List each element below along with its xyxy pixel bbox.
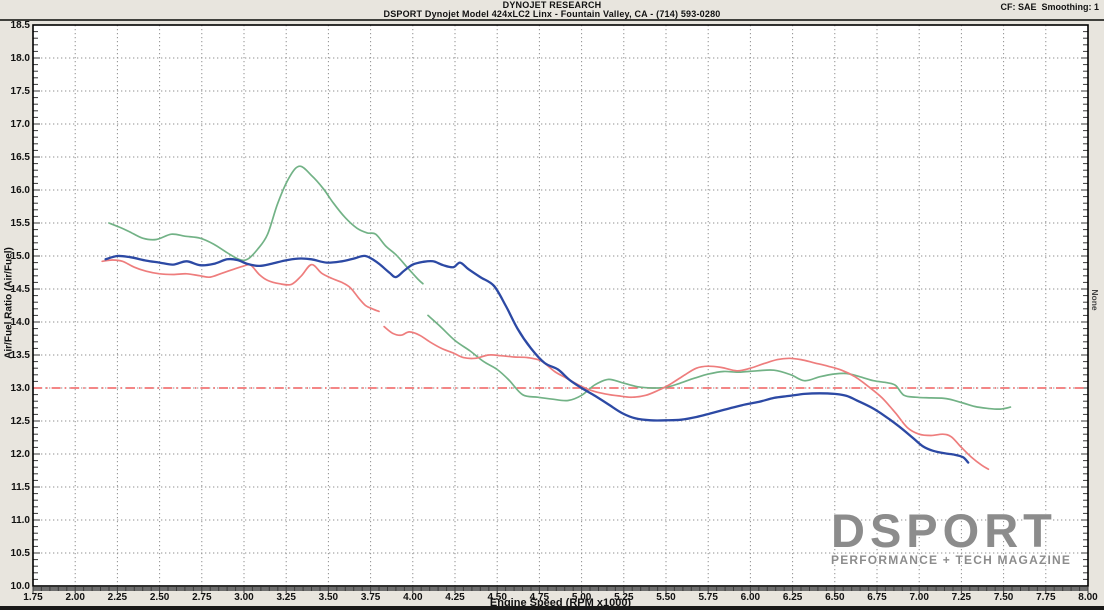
green-afr-run [108,165,424,285]
svg-text:14.5: 14.5 [11,284,31,295]
svg-text:15.5: 15.5 [11,218,31,229]
blue-afr-run [104,254,970,464]
tick-labels: 1.75 2.00 2.25 2.50 2.75 3.00 3.25 3.50 3.75 4.00… [11,20,1099,603]
svg-text:5.25: 5.25 [614,592,634,603]
svg-text:7.25: 7.25 [952,592,972,603]
red-afr-run [383,325,990,471]
svg-text:7.00: 7.00 [909,592,929,603]
svg-text:16.5: 16.5 [11,152,31,163]
svg-text:2.25: 2.25 [108,592,128,603]
bottom-window-edge [0,606,1104,610]
svg-text:5.50: 5.50 [656,592,676,603]
svg-text:4.75: 4.75 [530,592,550,603]
svg-text:17.0: 17.0 [11,119,31,130]
svg-text:3.50: 3.50 [319,592,339,603]
red-afr-run [101,259,380,313]
header-divider [0,19,1104,21]
svg-text:2.75: 2.75 [192,592,212,603]
correction-smoothing-info: CF: SAE Smoothing: 1 [1000,2,1100,12]
svg-text:7.50: 7.50 [994,592,1014,603]
right-panel-label: None [1090,289,1100,311]
svg-text:1.75: 1.75 [23,592,43,603]
plot-background [33,25,1088,586]
svg-text:16.0: 16.0 [11,185,31,196]
svg-text:6.50: 6.50 [825,592,845,603]
svg-text:4.00: 4.00 [403,592,423,603]
svg-text:14.0: 14.0 [11,317,31,328]
svg-text:4.50: 4.50 [487,592,507,603]
svg-text:3.75: 3.75 [361,592,381,603]
svg-text:8.00: 8.00 [1078,592,1098,603]
svg-text:6.75: 6.75 [867,592,887,603]
svg-text:12.5: 12.5 [11,416,31,427]
plot-border [32,24,1089,587]
svg-text:7.75: 7.75 [1036,592,1056,603]
dsport-logo-text: DSPORT [831,504,1057,557]
grid-lines [33,25,1088,586]
svg-text:5.75: 5.75 [698,592,718,603]
green-afr-run [427,314,1012,410]
svg-text:3.25: 3.25 [276,592,296,603]
report-subtitle: DSPORT Dynojet Model 424xLC2 Linx - Foun… [383,9,721,19]
svg-text:17.5: 17.5 [11,86,31,97]
svg-text:2.50: 2.50 [150,592,170,603]
y-axis-title: Air/Fuel Ratio (Air/Fuel) [3,247,15,359]
dsport-watermark: DSPORT PERFORMANCE + TECH MAGAZINE [831,504,1083,567]
x-axis-band [33,587,1088,591]
header: DYNOJET RESEARCH DSPORT Dynojet Model 42… [0,0,1104,19]
svg-text:15.0: 15.0 [11,251,31,262]
svg-text:6.00: 6.00 [741,592,761,603]
svg-text:10.0: 10.0 [11,581,31,592]
svg-text:12.0: 12.0 [11,449,31,460]
svg-text:11.5: 11.5 [11,482,30,493]
svg-text:2.00: 2.00 [65,592,85,603]
svg-text:4.25: 4.25 [445,592,465,603]
report-title: DYNOJET RESEARCH [502,0,602,10]
svg-text:13.5: 13.5 [11,350,31,361]
svg-text:10.5: 10.5 [11,548,31,559]
svg-text:3.00: 3.00 [234,592,254,603]
svg-text:11.0: 11.0 [11,515,30,526]
svg-text:6.25: 6.25 [783,592,803,603]
svg-text:18.0: 18.0 [11,53,31,64]
svg-text:13.0: 13.0 [11,383,31,394]
dsport-logo-tagline: PERFORMANCE + TECH MAGAZINE [831,553,1072,567]
svg-text:5.00: 5.00 [572,592,592,603]
svg-text:18.5: 18.5 [11,20,31,31]
